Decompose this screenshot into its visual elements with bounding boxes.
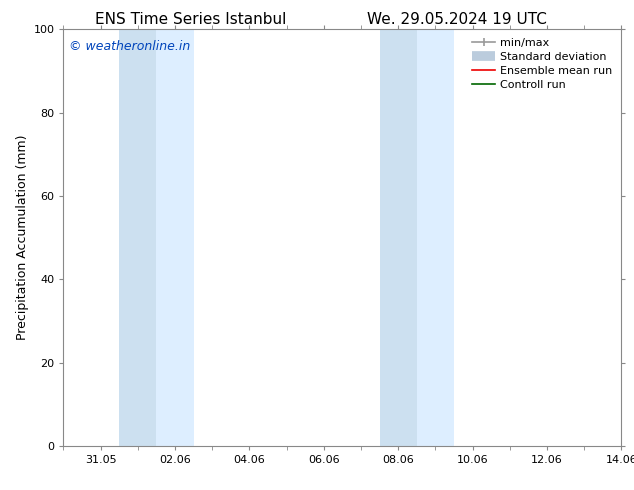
Text: ENS Time Series Istanbul: ENS Time Series Istanbul — [94, 12, 286, 27]
Bar — [119, 29, 157, 446]
Bar — [417, 29, 454, 446]
Bar — [157, 29, 193, 446]
Y-axis label: Precipitation Accumulation (mm): Precipitation Accumulation (mm) — [16, 135, 29, 341]
Bar — [380, 29, 417, 446]
Text: © weatheronline.in: © weatheronline.in — [69, 40, 190, 53]
Legend: min/max, Standard deviation, Ensemble mean run, Controll run: min/max, Standard deviation, Ensemble me… — [469, 35, 616, 93]
Text: We. 29.05.2024 19 UTC: We. 29.05.2024 19 UTC — [366, 12, 547, 27]
